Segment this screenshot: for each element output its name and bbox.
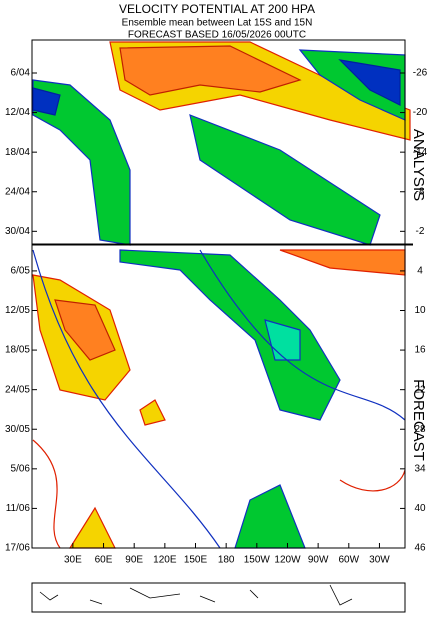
x-tick-label: 60W [339,555,360,566]
y2-tick-label: -2 [416,226,425,237]
y2-tick-label: -8 [416,186,425,197]
y-tick-label: 30/05 [5,424,30,435]
y2-tick-label: 16 [414,345,426,356]
y2-tick-label: 4 [417,266,423,277]
forecast-label: FORECAST [410,379,427,461]
x-tick-label: 90E [125,555,143,566]
x-tick-label: 120W [274,555,301,566]
y2-tick-label: 46 [414,543,426,554]
zero-contour [32,249,406,549]
y-tick-label: 12/05 [5,305,30,316]
x-tick-label: 90W [308,555,329,566]
analysis-label: ANALYSIS [410,129,427,201]
y-tick-label: 24/04 [5,186,30,197]
y2-tick-label: -26 [413,68,428,79]
y-tick-label: 6/05 [11,266,31,277]
y2-tick-label: 22 [414,384,426,395]
x-tick-label: 150W [244,555,271,566]
x-tick-label: 30W [369,555,390,566]
contour-fields [32,41,411,549]
negative-core [32,87,61,116]
positive-core [54,299,116,361]
y2-tick-label: -20 [413,107,428,118]
y-tick-label: 5/06 [11,463,31,474]
y-tick-label: 6/04 [11,68,31,79]
negative-core [338,59,401,106]
negative-area [189,114,381,246]
chart-subtitle: Ensemble mean between Lat 15S and 15N [122,18,313,29]
y-tick-label: 24/05 [5,384,30,395]
chart-title: VELOCITY POTENTIAL AT 200 HPA [119,2,315,16]
y-tick-label: 30/04 [5,226,30,237]
y2-tick-label: 40 [414,503,426,514]
x-tick-label: 120E [153,555,177,566]
y-tick-label: 11/06 [6,503,31,514]
x-tick-label: 30E [64,555,82,566]
x-tick-label: 180 [218,555,235,566]
y2-tick-label: 10 [414,305,426,316]
forecast-note: FORECAST BASED 16/05/2026 00UTC [128,30,306,41]
y2-tick-label: 28 [414,424,426,435]
plot-frame [31,39,406,549]
negative-area [32,79,131,246]
x-tick-label: 60E [95,555,113,566]
y2-tick-label: -14 [413,147,428,158]
y-tick-label: 18/05 [5,345,30,356]
y-tick-label: 18/04 [5,147,30,158]
positive-area [139,399,166,426]
positive-area [279,249,406,276]
y2-tick-label: 34 [414,463,426,474]
positive-area [68,506,116,549]
positive-core [119,45,302,96]
negative-area [119,249,341,421]
map-strip [31,582,406,613]
y-tick-label: 17/06 [5,543,30,554]
y-tick-label: 12/04 [5,107,30,118]
positive-contour [32,439,406,549]
x-tick-label: 150E [184,555,208,566]
negative-area [234,484,306,549]
